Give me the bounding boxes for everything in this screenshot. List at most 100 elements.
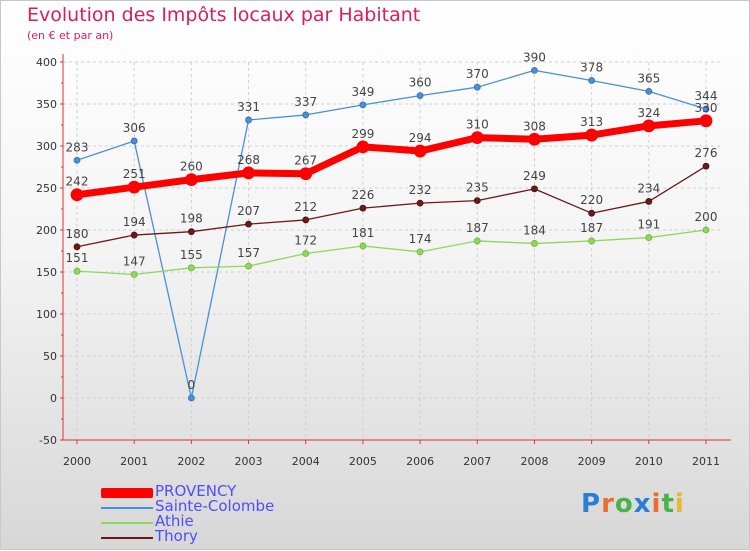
data-point-thory xyxy=(245,220,252,228)
legend-swatch-provency xyxy=(101,488,153,498)
data-label-provency: 324 xyxy=(637,106,660,120)
data-label-sainte-colombe: 306 xyxy=(123,121,146,135)
data-point-thory xyxy=(359,204,367,212)
data-label-provency: 242 xyxy=(66,175,89,189)
data-label-thory: 212 xyxy=(294,200,317,214)
data-label-thory: 207 xyxy=(237,204,260,218)
y-tick-label: -50 xyxy=(39,434,57,447)
x-tick-label: 2002 xyxy=(177,455,205,468)
data-label-sainte-colombe: 360 xyxy=(409,76,432,90)
data-label-sainte-colombe: 365 xyxy=(637,71,660,85)
data-label-provency: 251 xyxy=(123,167,146,181)
series-line-thory xyxy=(76,165,707,248)
data-point-athie xyxy=(359,242,367,250)
data-label-athie: 157 xyxy=(237,246,260,260)
series-line-provency xyxy=(73,117,710,199)
data-label-thory: 232 xyxy=(409,183,432,197)
data-label-athie: 147 xyxy=(123,255,146,269)
data-label-sainte-colombe: 378 xyxy=(580,60,603,74)
data-point-sainte-colombe xyxy=(531,67,538,74)
data-point-thory xyxy=(130,231,138,239)
legend-label-athie: Athie xyxy=(155,512,194,530)
data-label-thory: 194 xyxy=(123,215,146,229)
x-tick-label: 2007 xyxy=(463,455,491,468)
data-point-provency xyxy=(127,180,141,194)
legend-item-provency: PROVENCY xyxy=(101,482,321,500)
data-point-sainte-colombe xyxy=(187,394,195,402)
y-tick-label: 300 xyxy=(36,140,57,153)
data-point-thory xyxy=(73,243,81,251)
data-point-provency xyxy=(356,140,370,154)
data-point-provency xyxy=(299,167,313,181)
data-label-athie: 200 xyxy=(695,210,718,224)
data-point-thory xyxy=(588,209,596,217)
x-tick-label: 2008 xyxy=(520,455,548,468)
y-tick-label: 150 xyxy=(36,266,57,279)
data-point-sainte-colombe xyxy=(359,101,367,109)
legend-swatch-athie xyxy=(101,522,153,524)
legend-swatch-sainte-colombe xyxy=(101,507,153,509)
data-label-sainte-colombe: 349 xyxy=(351,85,374,99)
data-label-sainte-colombe: 390 xyxy=(523,50,546,64)
data-point-athie xyxy=(473,237,481,245)
data-label-thory: 198 xyxy=(180,212,203,226)
data-label-athie: 174 xyxy=(409,232,432,246)
data-label-thory: 180 xyxy=(66,227,89,241)
data-label-athie: 191 xyxy=(637,218,660,232)
data-label-thory: 235 xyxy=(466,181,489,195)
x-tick-label: 2004 xyxy=(292,455,320,468)
data-label-provency: 310 xyxy=(466,118,489,132)
data-point-provency xyxy=(184,173,198,187)
data-label-sainte-colombe: 331 xyxy=(237,100,260,114)
data-point-sainte-colombe xyxy=(416,92,424,99)
data-point-thory xyxy=(302,216,310,224)
data-label-provency: 267 xyxy=(294,154,317,168)
logo-letter: P xyxy=(581,489,602,519)
data-point-athie xyxy=(531,240,538,247)
data-point-provency xyxy=(242,166,255,180)
data-label-provency: 294 xyxy=(409,131,432,145)
data-point-athie xyxy=(702,226,710,234)
data-label-thory: 276 xyxy=(695,146,718,160)
x-tick-label: 2003 xyxy=(235,455,263,468)
data-label-athie: 181 xyxy=(351,226,374,240)
y-tick-label: 400 xyxy=(36,56,57,69)
data-label-thory: 249 xyxy=(523,169,546,183)
legend-label-thory: Thory xyxy=(155,527,198,545)
data-label-provency: 260 xyxy=(180,160,203,174)
legend-label-provency: PROVENCY xyxy=(155,482,237,500)
data-label-athie: 155 xyxy=(180,248,203,262)
legend-item-thory: Thory xyxy=(101,527,321,545)
data-point-sainte-colombe xyxy=(73,156,81,164)
data-label-provency: 308 xyxy=(523,119,546,133)
data-point-athie xyxy=(302,250,310,257)
x-tick-label: 2009 xyxy=(578,455,606,468)
plot-area xyxy=(63,62,721,440)
logo-letter: o xyxy=(614,489,634,519)
data-point-athie xyxy=(73,267,81,275)
y-tick-label: 350 xyxy=(36,98,57,111)
x-tick-label: 2000 xyxy=(63,455,91,468)
data-point-provency xyxy=(585,128,599,142)
y-tick-label: 50 xyxy=(43,350,57,363)
data-label-athie: 187 xyxy=(466,221,489,235)
logo-letter: x xyxy=(633,489,652,519)
legend-item-athie: Athie xyxy=(101,512,321,530)
data-point-thory xyxy=(702,162,710,170)
logo-letter: t xyxy=(661,489,675,519)
x-tick-label: 2010 xyxy=(635,455,663,468)
data-point-thory xyxy=(416,199,424,207)
legend-swatch-thory xyxy=(101,537,153,539)
series-line-athie xyxy=(76,229,707,276)
data-point-sainte-colombe xyxy=(645,88,653,95)
data-label-sainte-colombe: 283 xyxy=(66,140,89,154)
data-label-provency: 268 xyxy=(237,153,260,167)
data-label-athie: 184 xyxy=(523,223,546,237)
data-point-provency xyxy=(642,119,656,133)
x-tick-label: 2011 xyxy=(692,455,720,468)
data-point-provency xyxy=(413,144,427,158)
data-label-athie: 187 xyxy=(580,221,603,235)
data-point-sainte-colombe xyxy=(245,116,252,124)
logo-letter: r xyxy=(601,489,615,519)
